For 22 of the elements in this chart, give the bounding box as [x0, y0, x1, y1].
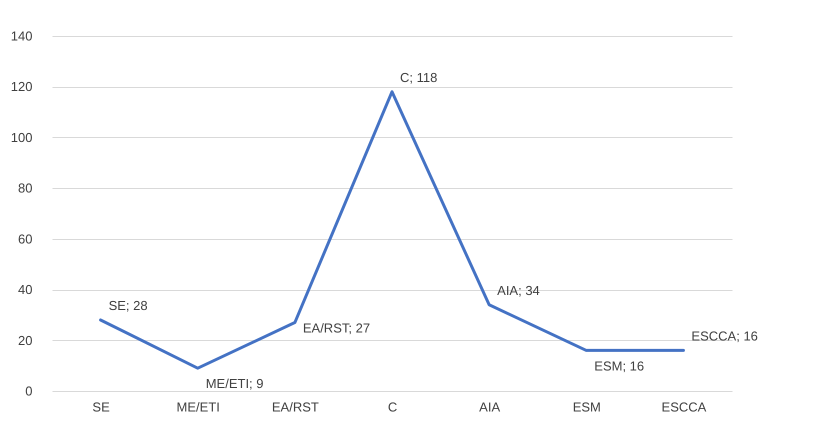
text: ESCCA; 16 [691, 328, 758, 344]
text: ESM; 16 [594, 358, 644, 374]
text: EA/RST; 27 [302, 320, 370, 336]
y-tick-label: 100 [10, 130, 32, 145]
y-tick-label: 120 [10, 79, 32, 94]
y-tick-label: 80 [18, 180, 32, 196]
y-tick-label: 60 [18, 231, 32, 246]
x-tick-label: EA/RST [272, 400, 319, 414]
text: C; 118 [400, 70, 438, 85]
x-tick-label: ESCCA [662, 400, 707, 414]
y-tick-label: 0 [25, 384, 32, 398]
x-tick-label: ME/ETI [176, 400, 220, 414]
x-tick-label: C [388, 400, 398, 414]
text: AIA; 34 [497, 282, 540, 298]
x-tick-label: AIA [479, 400, 500, 414]
x-tick-label: ESM [572, 400, 601, 414]
y-tick-label: 140 [10, 28, 32, 44]
x-tick-label: SE [92, 400, 110, 414]
y-tick-label: 40 [18, 282, 32, 298]
text: ME/ETI; 9 [206, 376, 264, 392]
y-tick-label: 20 [18, 332, 32, 348]
text: SE; 28 [108, 298, 148, 313]
